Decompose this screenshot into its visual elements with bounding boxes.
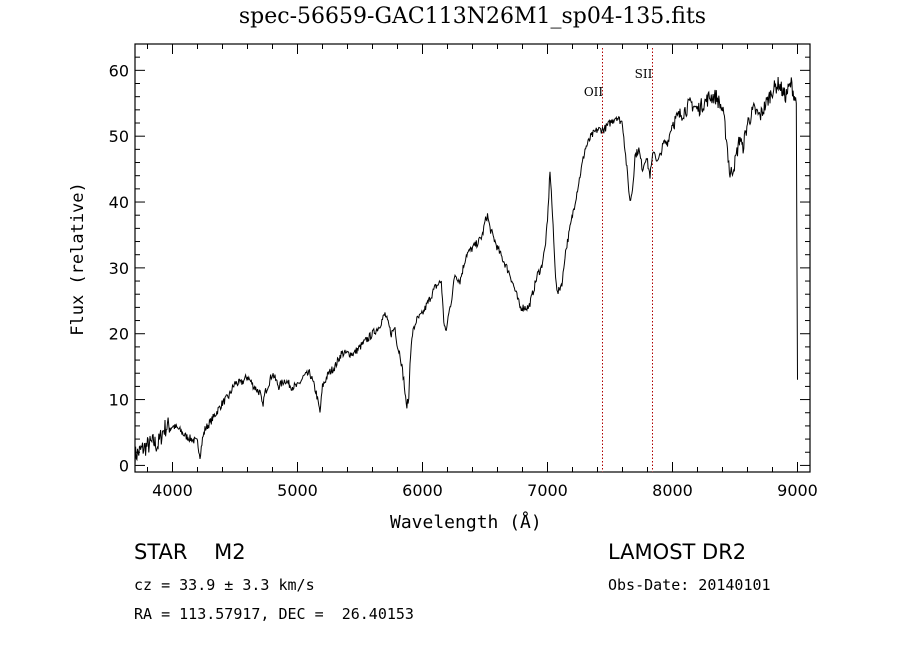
emission-line-label: OII bbox=[584, 85, 604, 99]
y-tick-label: 0 bbox=[119, 456, 129, 475]
spectrum-line bbox=[134, 76, 798, 466]
coordinates-label: RA = 113.57917, DEC = 26.40153 bbox=[134, 605, 414, 623]
x-tick-label: 6000 bbox=[402, 481, 443, 500]
obs-date-label: Obs-Date: 20140101 bbox=[608, 576, 771, 594]
y-tick-label: 30 bbox=[109, 259, 129, 278]
redshift-label: cz = 33.9 ± 3.3 km/s bbox=[134, 576, 315, 594]
object-class-label: STAR M2 bbox=[134, 540, 246, 564]
x-tick-label: 4000 bbox=[152, 481, 193, 500]
emission-line-label: SII bbox=[635, 67, 653, 81]
y-tick-label: 40 bbox=[109, 193, 129, 212]
x-tick-label: 7000 bbox=[527, 481, 568, 500]
y-axis-label: Flux (relative) bbox=[68, 182, 88, 336]
y-tick-label: 60 bbox=[109, 61, 129, 80]
chart-title: spec-56659-GAC113N26M1_sp04-135.fits bbox=[238, 4, 707, 29]
x-axis-label: Wavelength (Å) bbox=[390, 512, 542, 533]
x-tick-label: 8000 bbox=[652, 481, 693, 500]
y-tick-label: 10 bbox=[109, 391, 129, 410]
plot-frame bbox=[134, 43, 811, 473]
x-tick-label: 9000 bbox=[777, 481, 818, 500]
x-tick-label: 5000 bbox=[277, 481, 318, 500]
survey-label: LAMOST DR2 bbox=[608, 540, 747, 564]
y-tick-label: 50 bbox=[109, 127, 129, 146]
y-tick-label: 20 bbox=[109, 325, 129, 344]
